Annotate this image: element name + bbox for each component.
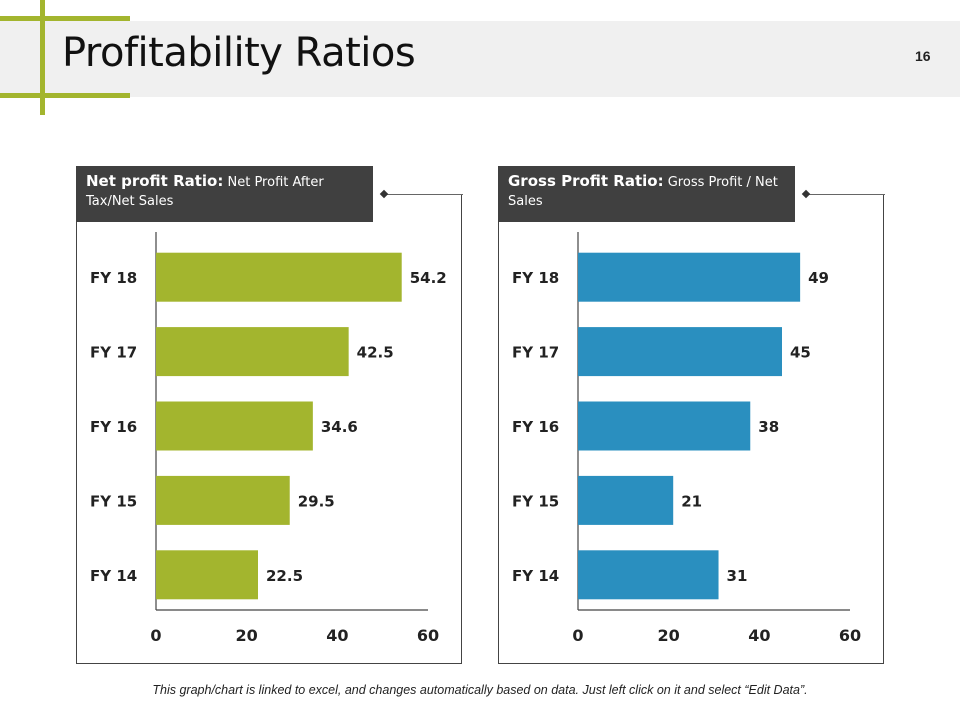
- data-label: 54.2: [410, 269, 447, 287]
- bar: [156, 550, 258, 600]
- data-label: 21: [681, 492, 702, 510]
- x-tick-label: 0: [572, 626, 583, 645]
- bar: [578, 401, 751, 451]
- category-label: FY 16: [512, 418, 559, 436]
- header-formula: Gross Profit / Net Sales: [508, 175, 778, 209]
- bar: [156, 475, 290, 525]
- page-title: Profitability Ratios: [62, 30, 416, 76]
- header-bold-label: Net profit Ratio:: [86, 172, 224, 190]
- connector-line: [803, 194, 885, 195]
- bar: [156, 327, 349, 377]
- data-label: 45: [790, 344, 811, 362]
- data-label: 34.6: [321, 418, 358, 436]
- category-label: FY 15: [512, 492, 559, 510]
- connector-line: [381, 194, 463, 195]
- panel-header: Net profit Ratio: Net Profit After Tax/N…: [76, 166, 373, 222]
- data-label: 42.5: [357, 344, 394, 362]
- data-label: 22.5: [266, 567, 303, 585]
- bar: [578, 252, 801, 302]
- category-label: FY 17: [90, 344, 137, 362]
- gross-profit-panel: Gross Profit Ratio: Gross Profit / Net S…: [498, 166, 885, 664]
- title-band: [0, 21, 960, 97]
- data-label: 29.5: [298, 492, 335, 510]
- header-bold-label: Gross Profit Ratio:: [508, 172, 664, 190]
- panel-frame: [76, 194, 462, 664]
- data-label: 38: [758, 418, 779, 436]
- category-label: FY 18: [90, 269, 137, 287]
- category-label: FY 16: [90, 418, 137, 436]
- page-number: 16: [915, 48, 931, 64]
- net-profit-chart[interactable]: FY 18 54.2 FY 17 42.5 FY 16 34.6 FY 15 29.5 FY 1…: [76, 222, 463, 662]
- bar: [578, 327, 782, 377]
- x-tick-label: 60: [417, 626, 439, 645]
- x-tick-label: 20: [658, 626, 680, 645]
- x-tick-label: 60: [839, 626, 861, 645]
- bar: [156, 252, 402, 302]
- data-label: 31: [727, 567, 748, 585]
- bar: [578, 475, 674, 525]
- x-tick-label: 40: [326, 626, 348, 645]
- net-profit-panel: Net profit Ratio: Net Profit After Tax/N…: [76, 166, 463, 664]
- category-label: FY 15: [90, 492, 137, 510]
- data-label: 49: [808, 269, 829, 287]
- panel-header: Gross Profit Ratio: Gross Profit / Net S…: [498, 166, 795, 222]
- x-tick-label: 0: [150, 626, 161, 645]
- category-label: FY 18: [512, 269, 559, 287]
- accent-line-bottom: [0, 93, 130, 98]
- header-formula: Net Profit After Tax/Net Sales: [86, 175, 324, 209]
- accent-line-vertical: [40, 0, 45, 115]
- category-label: FY 14: [512, 567, 559, 585]
- accent-line-top: [0, 16, 130, 21]
- category-label: FY 14: [90, 567, 137, 585]
- gross-profit-chart[interactable]: FY 18 49 FY 17 45 FY 16 38 FY 15 21 FY 14 31 0 20 40…: [498, 222, 885, 662]
- x-tick-label: 20: [236, 626, 258, 645]
- chart-caption: This graph/chart is linked to excel, and…: [152, 683, 808, 697]
- bar: [156, 401, 313, 451]
- bar: [578, 550, 719, 600]
- x-tick-label: 40: [748, 626, 770, 645]
- panel-frame: [498, 194, 884, 664]
- category-label: FY 17: [512, 344, 559, 362]
